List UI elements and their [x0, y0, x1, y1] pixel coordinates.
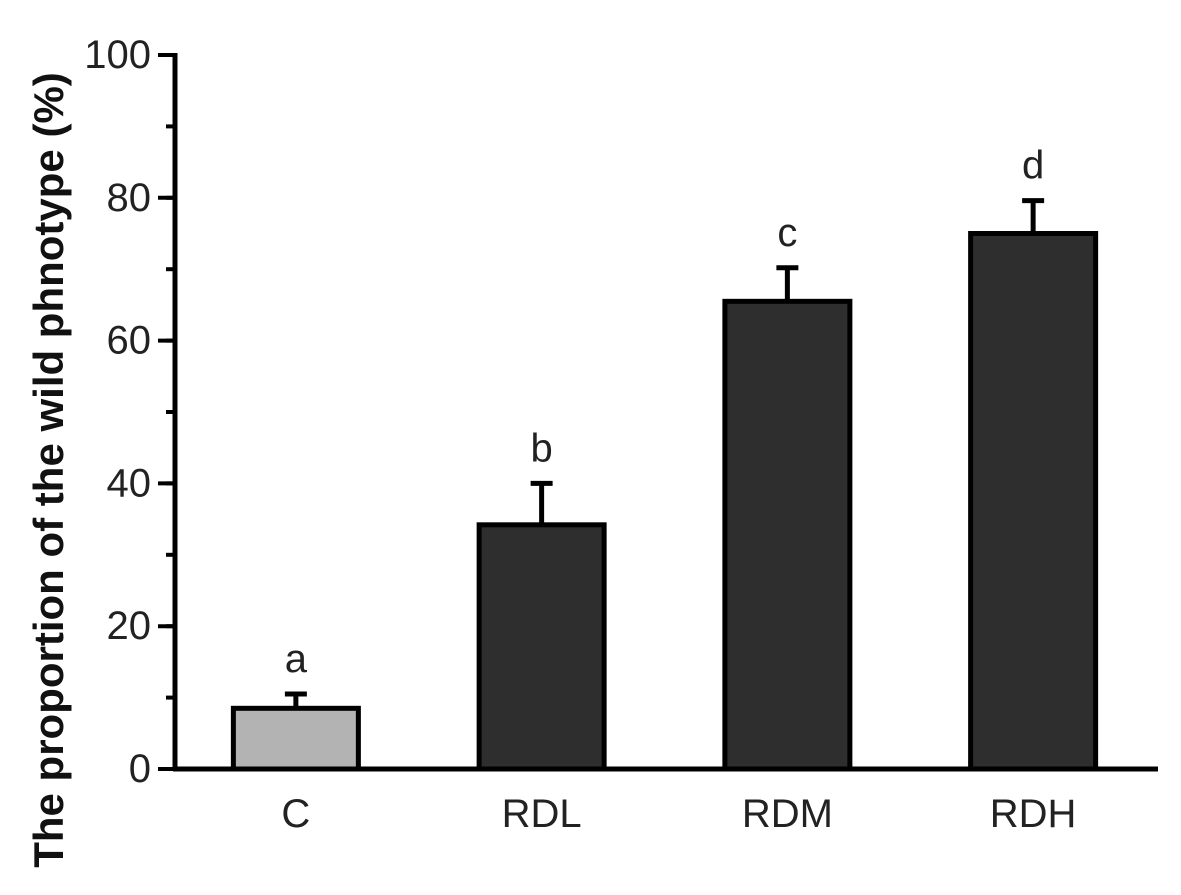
significance-label-rdm: c [777, 211, 797, 255]
bar-c [230, 705, 361, 772]
y-tick-label: 40 [107, 461, 152, 505]
x-tick-label: RDM [742, 792, 833, 836]
y-tick-label: 0 [129, 747, 151, 791]
bar-rdh [968, 231, 1099, 772]
y-tick-label: 100 [84, 33, 151, 77]
significance-label-rdl: b [531, 426, 553, 470]
y-tick-label: 60 [107, 319, 152, 363]
x-tick-label: RDH [990, 792, 1077, 836]
x-tick-label: C [281, 792, 310, 836]
y-tick-label: 20 [107, 604, 152, 648]
x-tick-label: RDL [502, 792, 582, 836]
bar-rdm [722, 298, 853, 772]
y-tick-label: 80 [107, 176, 152, 220]
significance-label-c: a [285, 637, 308, 681]
significance-label-rdh: d [1022, 144, 1044, 188]
y-axis-title-group: The proportion of the wild phnotype (%) [25, 72, 72, 868]
y-axis-title: The proportion of the wild phnotype (%) [25, 72, 72, 868]
bar-rdl [476, 522, 607, 772]
